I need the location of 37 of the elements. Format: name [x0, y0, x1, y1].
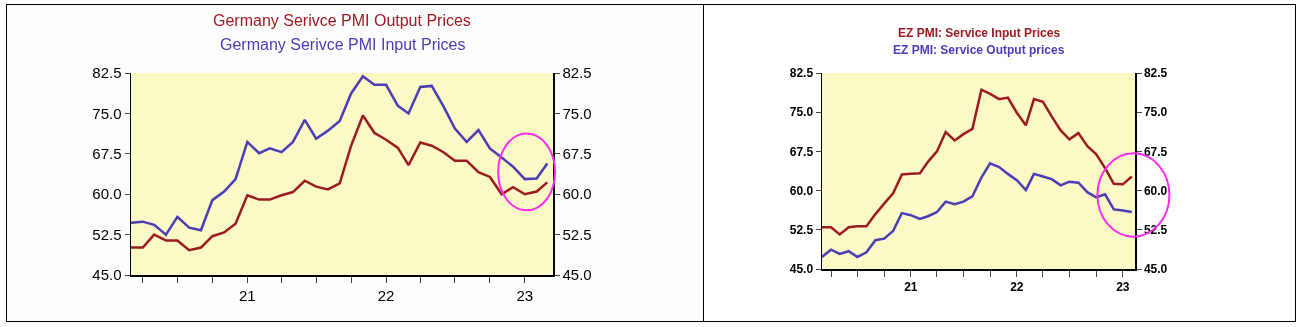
y2-tick-label: 60.0 [1143, 183, 1168, 198]
y-tick-label: 75.0 [92, 104, 122, 122]
y2-tick-label: 45.0 [1143, 262, 1168, 277]
y-tick-label: 82.5 [92, 64, 122, 82]
y-tick-label: 75.0 [789, 105, 814, 120]
y-tick-label: 52.5 [92, 225, 122, 243]
y2-tick-label: 67.5 [1143, 144, 1168, 159]
y-tick-label: 67.5 [92, 145, 122, 163]
x-tick-label: 21 [904, 279, 918, 294]
y2-tick-label: 82.5 [562, 64, 592, 82]
y-tick-label: 45.0 [92, 266, 122, 284]
y-tick-label: 60.0 [92, 185, 122, 203]
y-tick-label: 67.5 [789, 144, 814, 159]
chart-subtitle: EZ PMI: Service Output prices [893, 43, 1065, 57]
line-series [131, 74, 549, 236]
chart-title: Germany Serivce PMI Output Prices [213, 12, 471, 29]
y2-tick-label: 67.5 [562, 145, 592, 163]
y-tick-label: 60.0 [789, 183, 814, 198]
y2-tick-label: 60.0 [562, 185, 592, 203]
line-series [131, 114, 549, 252]
line-series [822, 88, 1134, 236]
y2-tick-label: 45.0 [562, 266, 592, 284]
y2-tick-label: 75.0 [562, 104, 592, 122]
x-tick-label: 21 [239, 286, 256, 304]
y2-tick-label: 82.5 [1143, 66, 1168, 81]
x-tick-label: 22 [377, 286, 395, 304]
chart-title: EZ PMI: Service Input Prices [898, 26, 1061, 40]
y2-tick-label: 52.5 [562, 225, 592, 243]
x-tick-label: 22 [1010, 279, 1024, 294]
x-tick-label: 23 [516, 286, 534, 304]
y2-tick-label: 75.0 [1143, 105, 1168, 120]
chart-subtitle: Germany Serivce PMI Input Prices [220, 36, 466, 53]
y-tick-label: 45.0 [789, 262, 814, 277]
line-series [822, 162, 1134, 259]
y-tick-label: 82.5 [789, 66, 814, 81]
y-tick-label: 52.5 [789, 223, 814, 237]
x-tick-label: 23 [1116, 279, 1130, 294]
